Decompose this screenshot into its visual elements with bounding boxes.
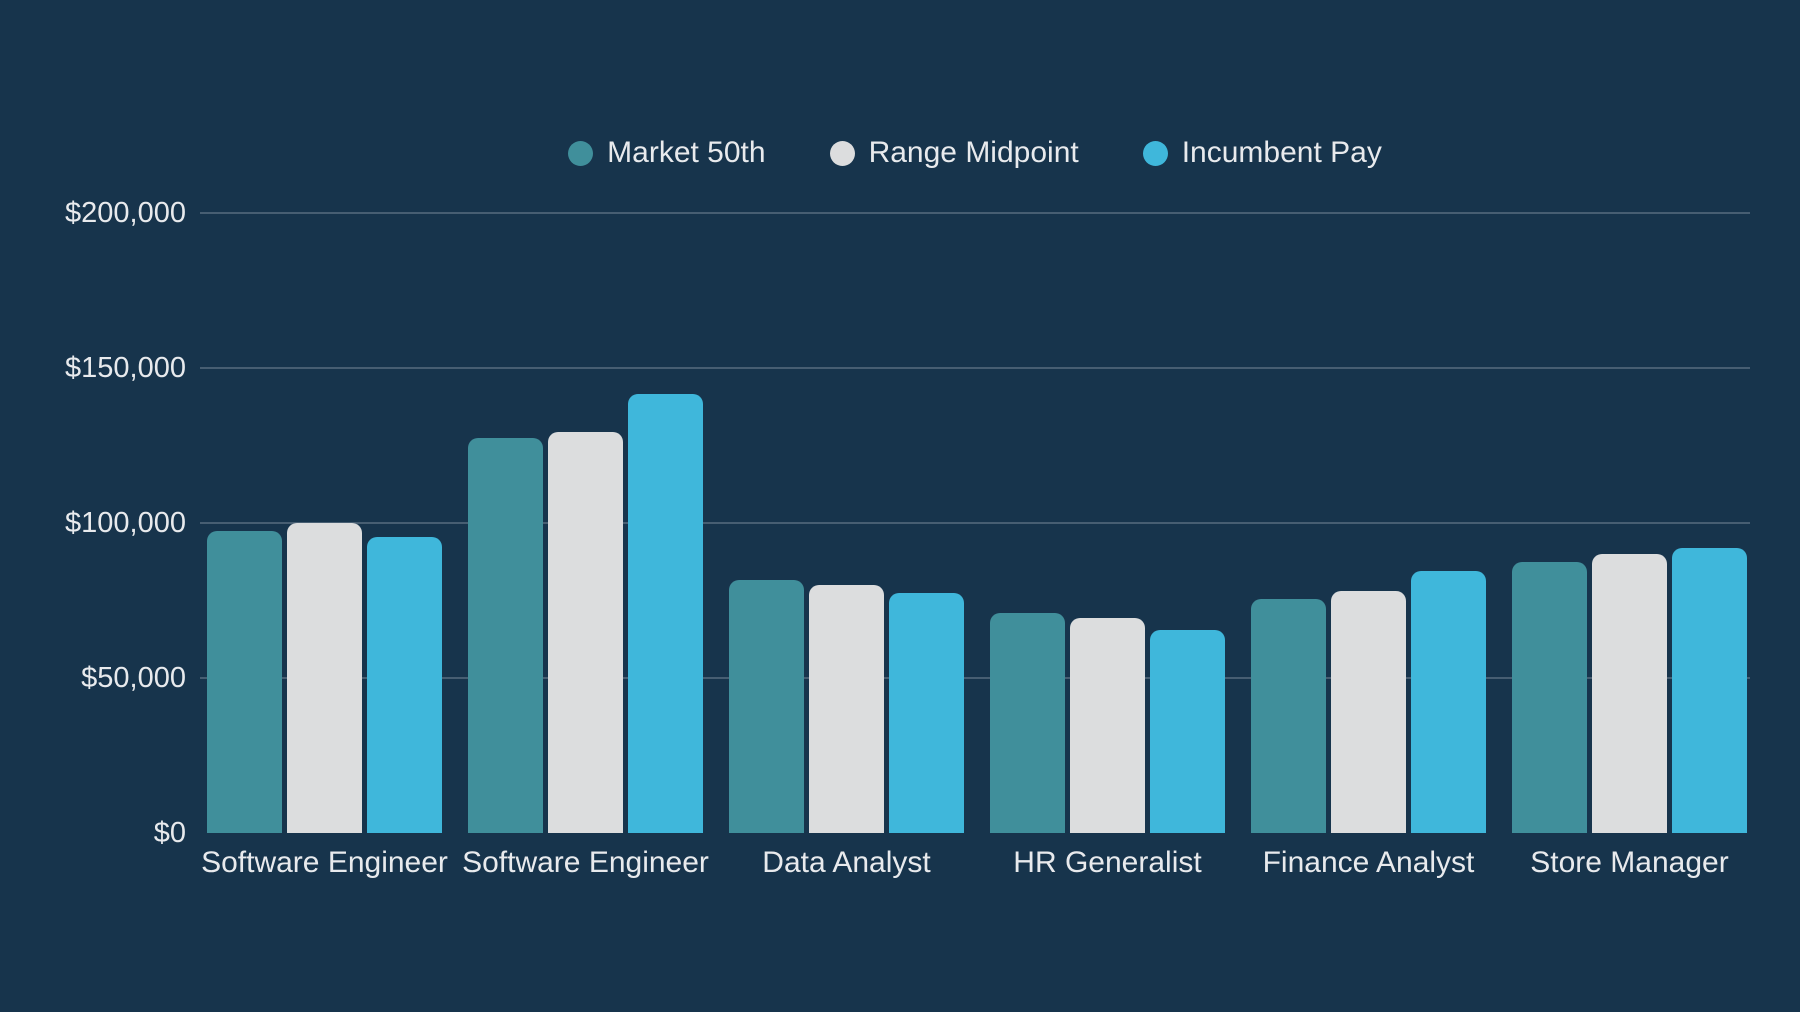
bar bbox=[889, 592, 964, 833]
legend-label-market-50th: Market 50th bbox=[607, 136, 766, 169]
bar bbox=[628, 394, 703, 833]
bar bbox=[729, 580, 804, 833]
bar bbox=[207, 530, 282, 833]
legend-item-market-50th: Market 50th bbox=[568, 136, 766, 169]
bar bbox=[468, 437, 543, 833]
bar bbox=[1672, 547, 1747, 833]
legend-item-range-midpoint: Range Midpoint bbox=[829, 136, 1079, 169]
bar bbox=[1411, 571, 1486, 833]
gridline bbox=[200, 677, 1750, 679]
y-tick-label: $150,000 bbox=[65, 352, 186, 384]
bar bbox=[1070, 617, 1145, 833]
bar bbox=[1512, 561, 1587, 833]
bar bbox=[1251, 598, 1326, 833]
x-axis-label: Data Analyst bbox=[762, 846, 931, 879]
bar bbox=[809, 585, 884, 833]
bar-group bbox=[1251, 213, 1486, 833]
legend-item-incumbent-pay: Incumbent Pay bbox=[1142, 136, 1382, 169]
bar bbox=[548, 431, 623, 833]
bar bbox=[1592, 554, 1667, 833]
legend-dot-incumbent-pay-icon bbox=[1142, 140, 1168, 166]
bar bbox=[367, 536, 442, 833]
gridline bbox=[200, 212, 1750, 214]
bar-group bbox=[207, 213, 442, 833]
bar bbox=[287, 523, 362, 833]
bar-group bbox=[729, 213, 964, 833]
bar bbox=[1331, 591, 1406, 833]
legend-label-range-midpoint: Range Midpoint bbox=[868, 136, 1079, 169]
bar bbox=[1150, 629, 1225, 833]
y-axis: $0 $50,000 $100,000 $150,000 $200,000 bbox=[0, 197, 186, 849]
x-axis-label: Finance Analyst bbox=[1262, 846, 1475, 879]
x-axis-label: Store Manager bbox=[1530, 846, 1729, 879]
legend-dot-market-50th-icon bbox=[568, 140, 594, 166]
y-tick-label: $100,000 bbox=[65, 507, 186, 539]
bar bbox=[990, 612, 1065, 833]
plot-area: Software Engineer Software Engineer Data A… bbox=[200, 212, 1750, 879]
y-tick-label: $50,000 bbox=[81, 662, 186, 694]
y-tick-label: $0 bbox=[153, 817, 186, 849]
legend-dot-range-midpoint-icon bbox=[829, 140, 855, 166]
x-axis-label: Software Engineer bbox=[462, 846, 709, 879]
bar-group bbox=[990, 213, 1225, 833]
legend-label-incumbent-pay: Incumbent Pay bbox=[1181, 136, 1382, 169]
gridline bbox=[200, 522, 1750, 524]
legend: Market 50th Range Midpoint Incumbent Pay bbox=[200, 118, 1750, 188]
bar-group bbox=[1512, 213, 1747, 833]
y-tick-label: $200,000 bbox=[65, 197, 186, 229]
x-axis-label: Software Engineer bbox=[201, 846, 448, 879]
x-axis-label: HR Generalist bbox=[1013, 846, 1202, 879]
gridline bbox=[200, 367, 1750, 369]
bar-group bbox=[468, 213, 703, 833]
